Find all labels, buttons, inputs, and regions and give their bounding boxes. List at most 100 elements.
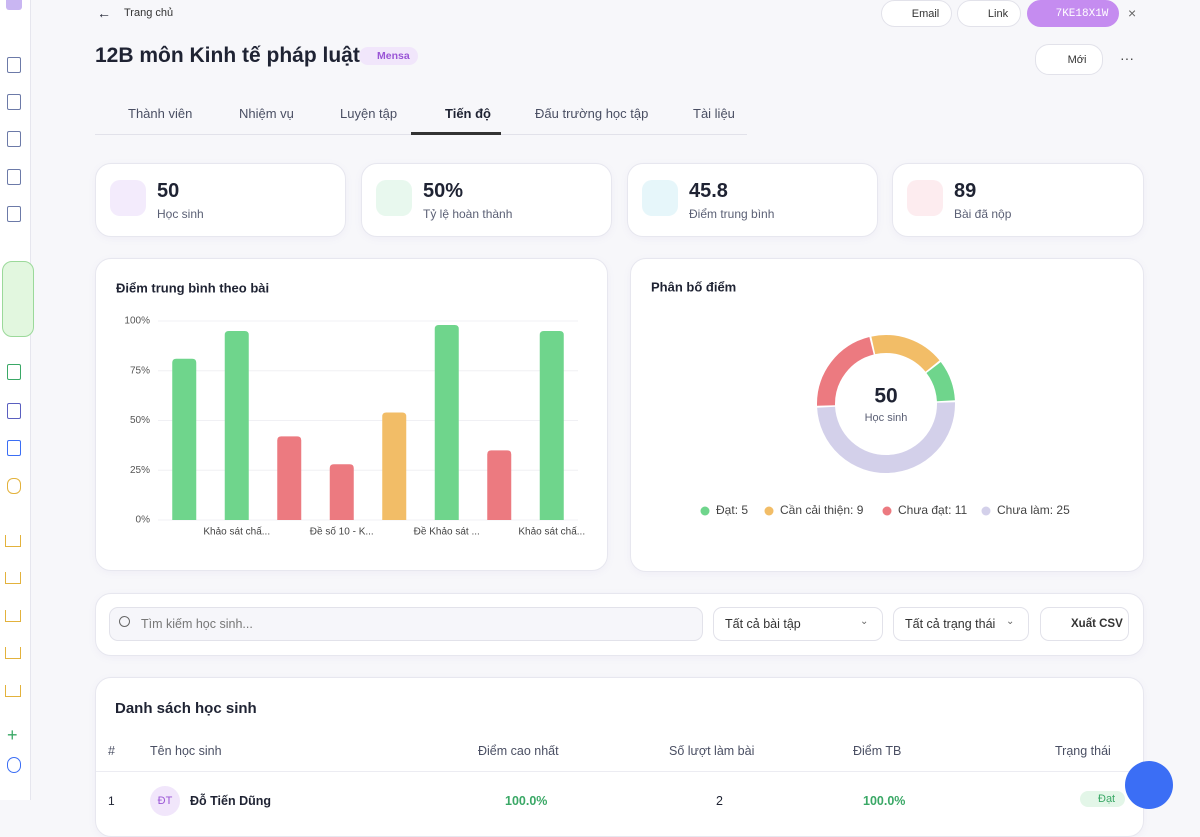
column-header[interactable]: Tên học sinh bbox=[150, 744, 222, 758]
doc-icon[interactable] bbox=[7, 57, 21, 73]
crown-icon[interactable] bbox=[5, 647, 21, 659]
crown-icon[interactable] bbox=[5, 685, 21, 697]
tab[interactable]: Nhiệm vụ bbox=[239, 106, 294, 121]
legend-swatch bbox=[700, 506, 710, 516]
column-header[interactable]: Điểm TB bbox=[853, 744, 902, 758]
legend-sep: : bbox=[735, 503, 742, 517]
home-icon[interactable] bbox=[7, 364, 21, 380]
legend-label: Cần cải thiện: 9 bbox=[780, 503, 864, 517]
tab[interactable]: Luyện tập bbox=[340, 106, 398, 121]
assignment-select[interactable]: Tất cả bài tập bbox=[713, 607, 883, 641]
chevron: ⌄ bbox=[860, 616, 869, 627]
doc-icon[interactable] bbox=[7, 440, 21, 456]
tab-active[interactable]: Tiến độ bbox=[445, 106, 491, 121]
chevron: ⌄ bbox=[1006, 616, 1015, 627]
new-button[interactable]: Mới bbox=[1035, 44, 1103, 75]
legend-sep: : bbox=[948, 503, 955, 517]
chat-button[interactable] bbox=[1125, 761, 1173, 809]
legend-name: Chưa đạt bbox=[898, 503, 949, 517]
legend-swatch bbox=[882, 506, 892, 516]
bar bbox=[277, 436, 302, 520]
search-icon bbox=[119, 616, 130, 627]
status-select[interactable]: Tất cả trạng thái bbox=[893, 607, 1029, 641]
y-tick-label: 0% bbox=[136, 515, 151, 526]
y-tick-label: 75% bbox=[130, 365, 150, 376]
link-button[interactable]: Link bbox=[957, 0, 1021, 27]
stat-card: 45.8 Điểm trung bình bbox=[627, 163, 878, 237]
back-arrow[interactable]: ← bbox=[97, 5, 111, 21]
more-button[interactable]: ··· bbox=[1120, 50, 1134, 66]
stat-value: 45.8 bbox=[689, 180, 728, 202]
stat-label: Điểm trung bình bbox=[689, 207, 775, 221]
donut-segment bbox=[871, 335, 940, 373]
cell: 1 bbox=[108, 794, 115, 808]
y-tick-label: 25% bbox=[130, 465, 150, 476]
doc-icon[interactable] bbox=[7, 131, 21, 147]
y-tick-label: 100% bbox=[124, 316, 150, 327]
bar bbox=[382, 412, 407, 520]
page: {"header":{"back":"Trang chủ","title":"1… bbox=[2, 0, 1173, 837]
doc-icon[interactable] bbox=[7, 169, 21, 185]
export-button[interactable]: Xuất CSV bbox=[1040, 607, 1129, 641]
tab[interactable]: Tài liệu bbox=[693, 106, 735, 121]
db-icon[interactable] bbox=[7, 478, 21, 494]
add-icon[interactable]: + bbox=[7, 725, 18, 745]
tab[interactable]: Thành viên bbox=[128, 106, 193, 121]
column-header[interactable]: Điểm cao nhất bbox=[478, 744, 559, 758]
column-header[interactable]: Số lượt làm bài bbox=[669, 744, 755, 758]
code-button[interactable]: 7KE18X1W bbox=[1027, 0, 1119, 27]
legend-name: Chưa làm bbox=[997, 503, 1050, 517]
legend-label: Chưa đạt: 11 bbox=[898, 503, 968, 517]
stat-label: Bài đã nộp bbox=[954, 207, 1012, 221]
stat-label: Tỷ lệ hoàn thành bbox=[423, 207, 513, 221]
charts: Điểm trung bình theo bài Phân bố điểm 50… bbox=[116, 279, 1070, 538]
x-tick-label: Khảo sát chấ... bbox=[203, 526, 270, 538]
bar bbox=[487, 450, 512, 520]
cell: Đỗ Tiến Dũng bbox=[190, 794, 272, 808]
stat-card: 89 Bài đã nộp bbox=[892, 163, 1144, 237]
crown-icon[interactable] bbox=[5, 535, 21, 547]
back-link[interactable]: Trang chủ bbox=[124, 7, 174, 19]
stat-value: 50% bbox=[423, 180, 464, 202]
search-input[interactable]: Tìm kiếm học sinh... bbox=[109, 607, 703, 641]
legend-sep: : bbox=[1050, 503, 1057, 517]
legend-name: Đạt bbox=[716, 503, 735, 517]
column-header: # bbox=[108, 744, 115, 758]
donut-center-value: 50 bbox=[874, 385, 897, 408]
legend-name: Cần cải thiện bbox=[780, 503, 850, 517]
column-header[interactable]: Trạng thái bbox=[1055, 744, 1111, 758]
legend-label: Chưa làm: 25 bbox=[997, 503, 1070, 517]
legend-value: 5 bbox=[741, 503, 748, 517]
legend-swatch bbox=[764, 506, 774, 516]
user-add-icon[interactable] bbox=[7, 757, 21, 773]
donut-center-label: Học sinh bbox=[865, 412, 908, 424]
x-tick-label: Đề Khảo sát ... bbox=[414, 526, 480, 538]
table-title: Danh sách học sinh bbox=[115, 700, 257, 717]
crown-icon[interactable] bbox=[5, 572, 21, 584]
stat-value: 89 bbox=[954, 180, 977, 202]
doc-icon[interactable] bbox=[7, 206, 21, 222]
library-icon[interactable] bbox=[7, 403, 21, 419]
doc-icon[interactable] bbox=[7, 94, 21, 110]
legend-value: 25 bbox=[1056, 503, 1070, 517]
crown-icon[interactable] bbox=[5, 610, 21, 622]
close-button[interactable]: × bbox=[1128, 5, 1137, 21]
stat-value: 50 bbox=[157, 180, 180, 202]
bar bbox=[539, 330, 564, 520]
donut-segment bbox=[926, 362, 955, 402]
legend-swatch bbox=[981, 506, 991, 516]
stat-card: 50% Tỷ lệ hoàn thành bbox=[361, 163, 612, 237]
logo bbox=[6, 0, 22, 10]
email-button[interactable]: Email bbox=[881, 0, 952, 27]
y-tick-label: 50% bbox=[130, 415, 150, 426]
donut-segment bbox=[817, 402, 955, 473]
page-title: 12B môn Kinh tế pháp luật bbox=[95, 44, 360, 67]
tab[interactable]: Đấu trường học tập bbox=[535, 106, 649, 121]
x-tick-label: Khảo sát chấ... bbox=[518, 526, 585, 538]
legend-sep: : bbox=[850, 503, 857, 517]
cell: 2 bbox=[716, 794, 723, 808]
bar bbox=[329, 464, 354, 520]
bar bbox=[434, 324, 459, 520]
bar bbox=[172, 358, 197, 520]
premium-chip[interactable] bbox=[2, 261, 34, 337]
